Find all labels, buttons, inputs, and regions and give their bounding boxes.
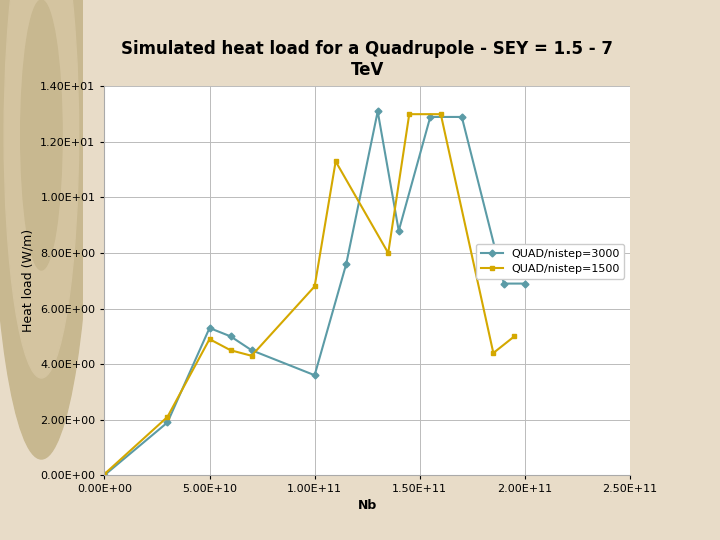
QUAD/nistep=3000 <box>500 280 508 287</box>
QUAD/nistep=1500 <box>247 353 256 359</box>
QUAD/nistep=1500 <box>384 250 392 256</box>
QUAD/nistep=1500 <box>310 283 319 289</box>
QUAD/nistep=1500 <box>331 158 340 165</box>
QUAD/nistep=3000 <box>247 347 256 354</box>
QUAD/nistep=3000 <box>226 333 235 340</box>
Line: QUAD/nistep=1500: QUAD/nistep=1500 <box>102 112 517 476</box>
QUAD/nistep=3000 <box>457 114 466 120</box>
QUAD/nistep=3000 <box>310 372 319 379</box>
QUAD/nistep=1500 <box>205 336 214 342</box>
Circle shape <box>4 0 78 378</box>
QUAD/nistep=1500 <box>489 350 498 356</box>
Circle shape <box>0 0 91 459</box>
QUAD/nistep=3000 <box>342 261 351 267</box>
QUAD/nistep=3000 <box>426 114 435 120</box>
QUAD/nistep=1500 <box>405 111 413 117</box>
X-axis label: Nb: Nb <box>358 499 377 512</box>
QUAD/nistep=3000 <box>205 325 214 331</box>
QUAD/nistep=1500 <box>163 414 172 420</box>
Y-axis label: Heat load (W/m): Heat load (W/m) <box>22 230 35 332</box>
QUAD/nistep=3000 <box>100 472 109 478</box>
QUAD/nistep=3000 <box>395 227 403 234</box>
Title: Simulated heat load for a Quadrupole - SEY = 1.5 - 7
TeV: Simulated heat load for a Quadrupole - S… <box>121 40 613 79</box>
QUAD/nistep=3000 <box>163 419 172 426</box>
QUAD/nistep=1500 <box>436 111 445 117</box>
QUAD/nistep=3000 <box>521 280 529 287</box>
Legend: QUAD/nistep=3000, QUAD/nistep=1500: QUAD/nistep=3000, QUAD/nistep=1500 <box>476 244 624 279</box>
QUAD/nistep=1500 <box>510 333 518 340</box>
QUAD/nistep=3000 <box>374 108 382 114</box>
QUAD/nistep=1500 <box>226 347 235 354</box>
Circle shape <box>21 0 62 270</box>
Line: QUAD/nistep=3000: QUAD/nistep=3000 <box>102 109 527 478</box>
QUAD/nistep=1500 <box>100 471 109 477</box>
